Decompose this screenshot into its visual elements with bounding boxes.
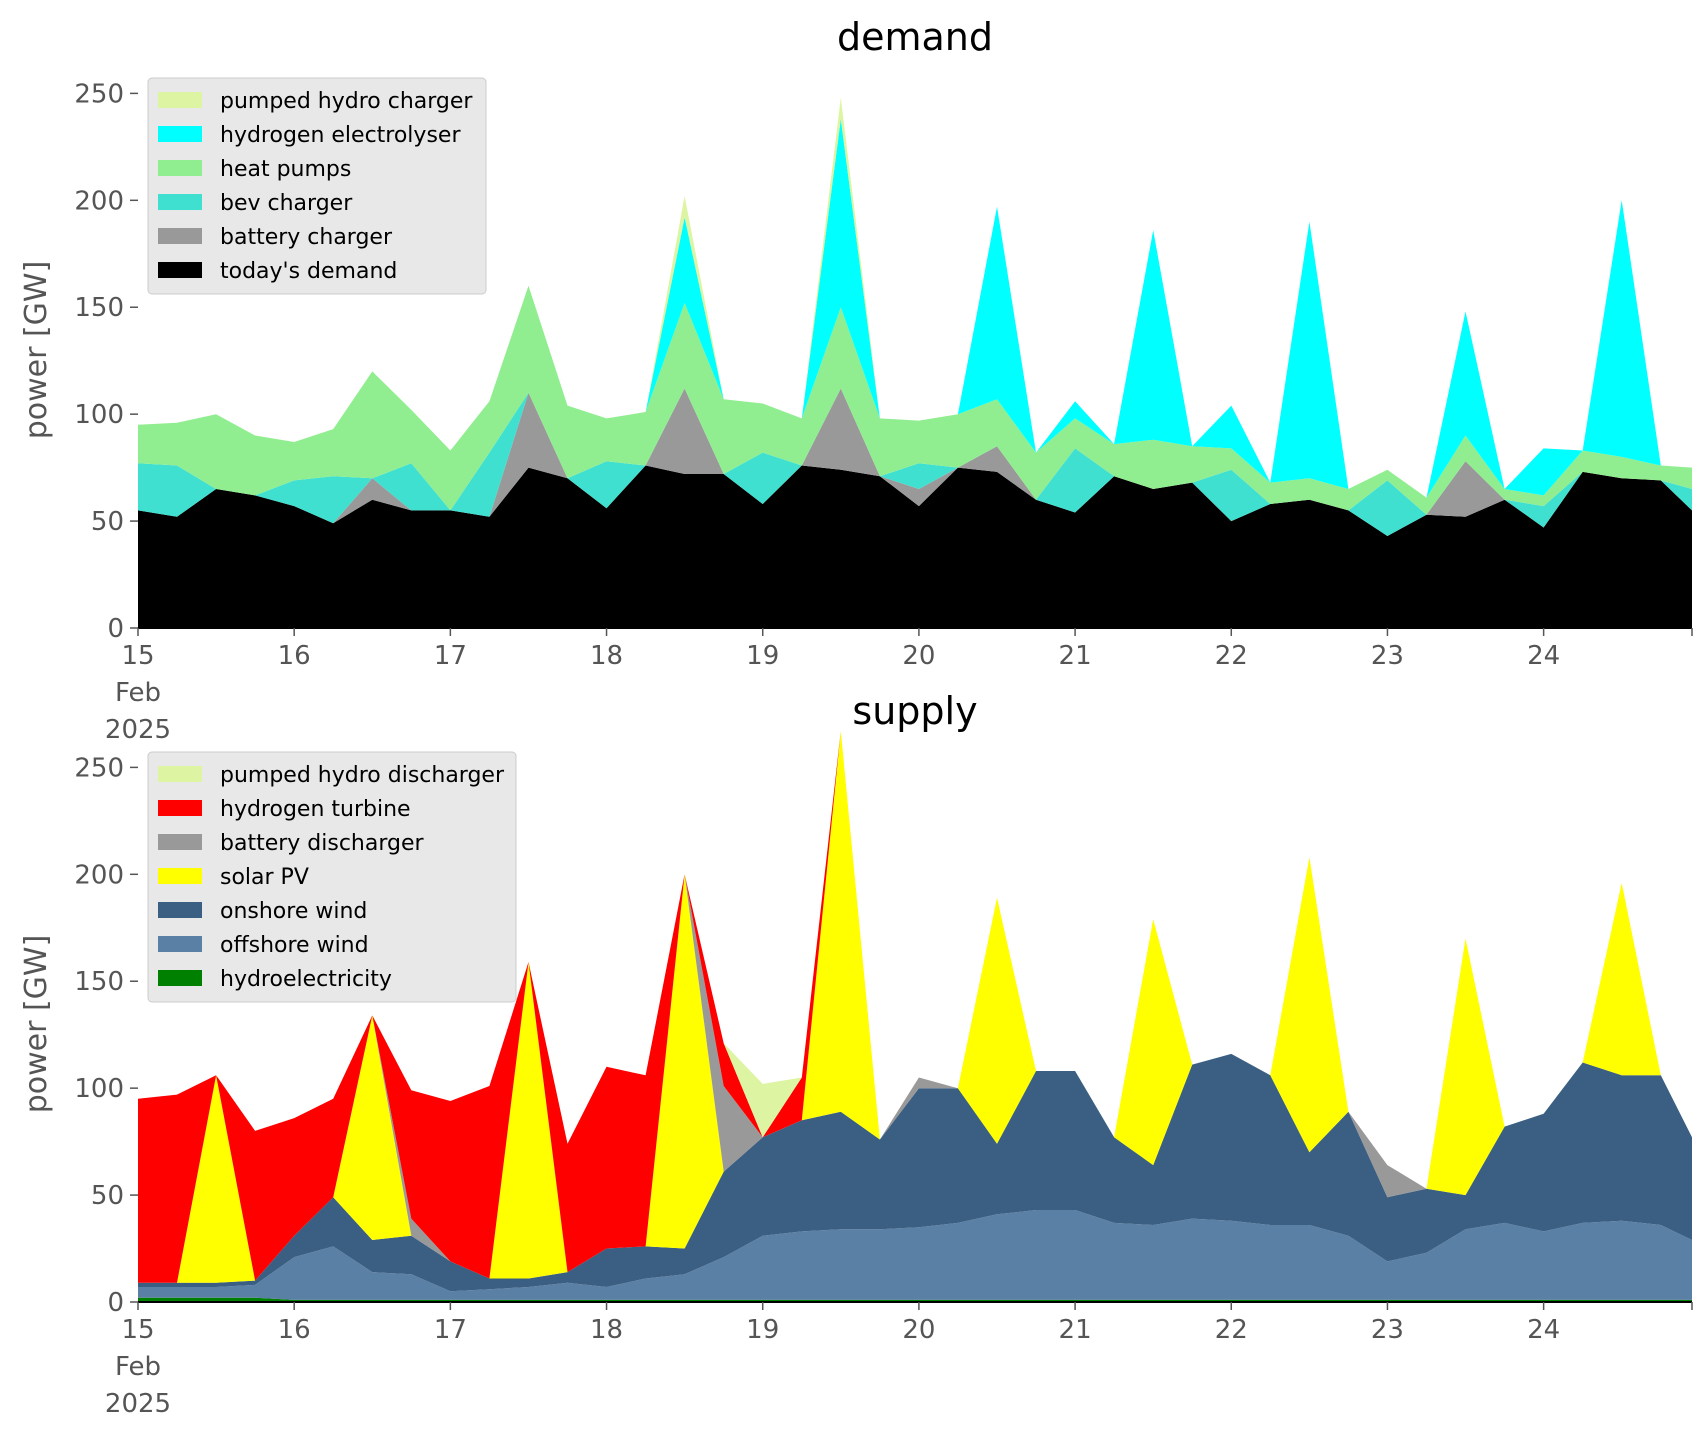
x-tick-label: Feb [115, 1352, 161, 1382]
x-tick-label: 16 [278, 641, 311, 671]
y-tick-label: 0 [107, 614, 124, 644]
legend-swatch [158, 936, 202, 952]
y-tick-label: 250 [74, 79, 124, 109]
legend-label: today's demand [220, 259, 397, 284]
legend-swatch [158, 902, 202, 918]
panel-demand: demand 0 50 100 150 200 250 15 Feb 2025 16 17 18 19 20… [19, 15, 1693, 745]
x-tick-label: 15 [121, 1315, 154, 1345]
area-battery-charger [138, 388, 1692, 536]
legend-swatch [158, 970, 202, 986]
legend-box [147, 751, 517, 1003]
area-layers [138, 731, 1692, 1302]
legend-label: hydrogen electrolyser [220, 123, 461, 148]
y-tick-label: 50 [91, 507, 124, 537]
panel-supply: supply 0 50 100 150 200 250 15 Feb 2025 16 17 18 19 20… [19, 689, 1693, 1419]
area-onshore-wind [138, 1053, 1692, 1292]
legend-label: battery discharger [220, 831, 425, 856]
area-bev-charger [138, 388, 1692, 536]
y-tick-label: 200 [74, 186, 124, 216]
x-tick-label: 24 [1527, 641, 1560, 671]
x-tick-label: 17 [434, 641, 467, 671]
legend-swatch [158, 194, 202, 210]
x-tick-label: 18 [590, 641, 623, 671]
area-today-s-demand [138, 465, 1692, 628]
legend-label: heat pumps [220, 157, 351, 182]
legend-swatch [158, 92, 202, 108]
y-tick-label: 0 [107, 1288, 124, 1318]
y-tick-label: 50 [91, 1181, 124, 1211]
legend-swatch [158, 800, 202, 816]
x-tick-label: 19 [746, 1315, 779, 1345]
area-offshore-wind [138, 1210, 1692, 1300]
legend-label: hydrogen turbine [220, 797, 411, 822]
x-tick-label: 20 [902, 641, 935, 671]
legend-swatch [158, 262, 202, 278]
x-tick-label: 23 [1371, 641, 1404, 671]
legend-label: bev charger [220, 191, 353, 216]
y-tick-label: 250 [74, 753, 124, 783]
legend-label: pumped hydro discharger [220, 763, 505, 788]
x-tick-label: 23 [1371, 1315, 1404, 1345]
x-tick-label: 15 [121, 641, 154, 671]
legend-label: battery charger [220, 225, 393, 250]
y-tick-label: 100 [74, 1074, 124, 1104]
y-tick-label: 150 [74, 967, 124, 997]
area-layers [138, 97, 1692, 628]
x-tick-label: 21 [1059, 1315, 1092, 1345]
area-solar-pv [138, 731, 1692, 1283]
legend-swatch [158, 126, 202, 142]
legend-label: solar PV [220, 865, 309, 890]
y-tick-label: 150 [74, 293, 124, 323]
area-hydroelectricity [138, 1297, 1692, 1302]
legend-label: hydroelectricity [220, 967, 392, 992]
x-tick-label: 19 [746, 641, 779, 671]
y-axis-label: power [GW] [19, 261, 54, 440]
x-tick-label: Feb [115, 678, 161, 708]
legend-label: pumped hydro charger [220, 89, 473, 114]
legend-label: onshore wind [220, 899, 367, 924]
legend-swatch [158, 228, 202, 244]
chart-title: supply [852, 689, 977, 733]
legend-swatch [158, 160, 202, 176]
y-axis-label: power [GW] [19, 935, 54, 1114]
x-tick-label: 22 [1215, 641, 1248, 671]
legend-box [147, 77, 487, 295]
legend-swatch [158, 868, 202, 884]
legend-swatch [158, 834, 202, 850]
x-tick-label: 2025 [105, 1389, 171, 1419]
chart-title: demand [837, 15, 993, 59]
x-tick-label: 20 [902, 1315, 935, 1345]
x-tick-label: 21 [1059, 641, 1092, 671]
area-heat-pumps [138, 285, 1692, 515]
x-tick-label: 17 [434, 1315, 467, 1345]
y-tick-label: 100 [74, 400, 124, 430]
x-tick-label: 22 [1215, 1315, 1248, 1345]
x-tick-label: 16 [278, 1315, 311, 1345]
legend: pumped hydro charger hydrogen electrolyse… [147, 77, 487, 295]
area-hydrogen-electrolyser [138, 119, 1692, 498]
area-hydrogen-turbine [138, 731, 1692, 1283]
legend-swatch [158, 766, 202, 782]
legend-label: offshore wind [220, 933, 369, 958]
x-tick-label: 2025 [105, 715, 171, 745]
legend: pumped hydro discharger hydrogen turbine b… [147, 751, 517, 1003]
x-tick-label: 18 [590, 1315, 623, 1345]
y-tick-label: 200 [74, 860, 124, 890]
x-tick-label: 24 [1527, 1315, 1560, 1345]
